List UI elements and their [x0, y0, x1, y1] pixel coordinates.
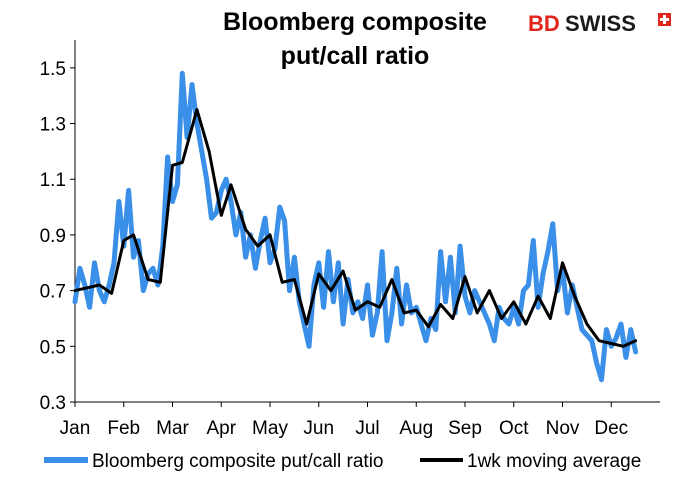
- x-tick-label: Jul: [355, 418, 379, 439]
- brand-bd-text: BD: [528, 11, 560, 36]
- brand-swiss-text: SWISS: [565, 11, 636, 36]
- x-tick-label: Sep: [448, 418, 482, 439]
- x-tick-label: Apr: [206, 418, 236, 439]
- series-line-moving-average: [73, 108, 638, 348]
- x-tick-label: Jan: [60, 418, 91, 439]
- x-tick-label: Oct: [499, 418, 529, 439]
- legend-label-putcall-ratio: Bloomberg composite put/call ratio: [92, 451, 383, 472]
- x-tick-label: Mar: [156, 418, 189, 439]
- x-tick-label: Jun: [303, 418, 334, 439]
- x-tick-label: Aug: [399, 418, 433, 439]
- x-tick-label: Dec: [594, 418, 628, 439]
- brand-logo: BD SWISS: [528, 11, 671, 36]
- chart-legend: Bloomberg composite put/call ratio 1wk mo…: [44, 451, 641, 472]
- swiss-flag-icon: [658, 13, 671, 26]
- y-tick-label: 0.5: [40, 337, 66, 358]
- chart-axes: 0.3 0.5 0.7 0.9 1.1 1.3 1.5 Jan Feb Mar Apr May Jun J…: [40, 40, 660, 439]
- x-tick-label: Feb: [107, 418, 140, 439]
- chart-series-layer: [72, 70, 639, 383]
- y-tick-label: 1.3: [40, 115, 66, 136]
- legend-label-moving-average: 1wk moving average: [467, 451, 641, 472]
- x-tick-label: May: [252, 418, 288, 439]
- chart-title-line2: put/call ratio: [281, 42, 430, 70]
- chart-title-line1: Bloomberg composite: [223, 8, 487, 36]
- y-tick-label: 0.3: [40, 393, 66, 414]
- y-tick-label: 0.9: [40, 226, 66, 247]
- series-line-putcall-ratio: [72, 70, 639, 383]
- y-tick-label: 0.7: [40, 282, 66, 303]
- y-tick-label: 1.1: [40, 170, 66, 191]
- y-tick-label: 1.5: [40, 59, 66, 80]
- x-tick-label: Nov: [546, 418, 580, 439]
